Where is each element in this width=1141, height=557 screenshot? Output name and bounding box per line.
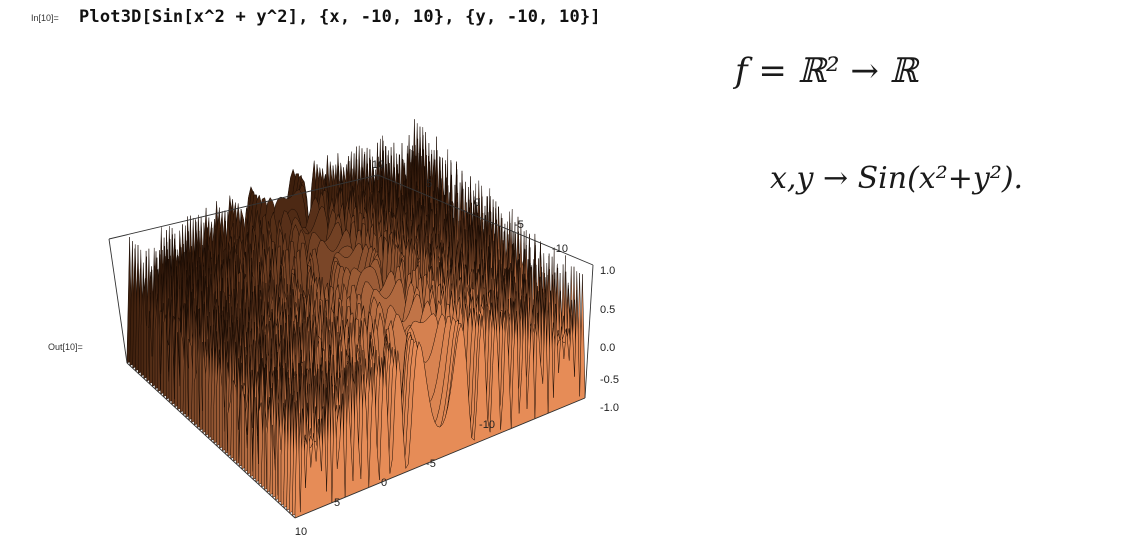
handwritten-notes: f = ℝ² → ℝ x,y → Sin(x²+y²).: [732, 51, 1023, 196]
z-axis-tick-label: 0.0: [600, 342, 615, 354]
box-edge: [126, 362, 296, 519]
input-cell-code[interactable]: Plot3D[Sin[x^2 + y^2], {x, -10, 10}, {y,…: [79, 7, 601, 27]
front-axis-tick-label: 5: [334, 497, 340, 509]
z-axis-tick-label: -1.0: [600, 402, 619, 414]
box-edge: [377, 174, 594, 266]
bounding-box: [108, 174, 594, 519]
z-axis-tick-label: 0.5: [600, 304, 615, 316]
top-axis-tick-label: 0: [474, 197, 480, 209]
handwritten-function: x,y → Sin(x²+y²).: [770, 161, 1023, 196]
top-axis-tick-label: 10: [372, 159, 384, 171]
box-edge: [108, 238, 128, 364]
box-edge: [294, 397, 586, 519]
front-axis-tick-label: -10: [479, 419, 495, 431]
box-edge: [584, 264, 594, 399]
z-axis-tick-label: 1.0: [600, 265, 615, 277]
input-cell-label: In[10]=: [31, 13, 59, 23]
surface-plot: [126, 119, 586, 519]
front-axis-tick-label: 10: [295, 526, 307, 538]
top-axis-tick-label: -10: [552, 243, 568, 255]
front-axis-tick-label: 0: [381, 477, 387, 489]
box-edge: [108, 174, 379, 240]
z-axis-tick-label: -0.5: [600, 374, 619, 386]
handwritten-mapping: f = ℝ² → ℝ: [732, 51, 921, 91]
surface-strip: [294, 274, 586, 519]
output-cell-label: Out[10]=: [48, 342, 83, 352]
top-axis-tick-label: 5: [426, 178, 432, 190]
front-axis-tick-label: -5: [426, 458, 436, 470]
top-axis-tick-label: -5: [514, 219, 524, 231]
